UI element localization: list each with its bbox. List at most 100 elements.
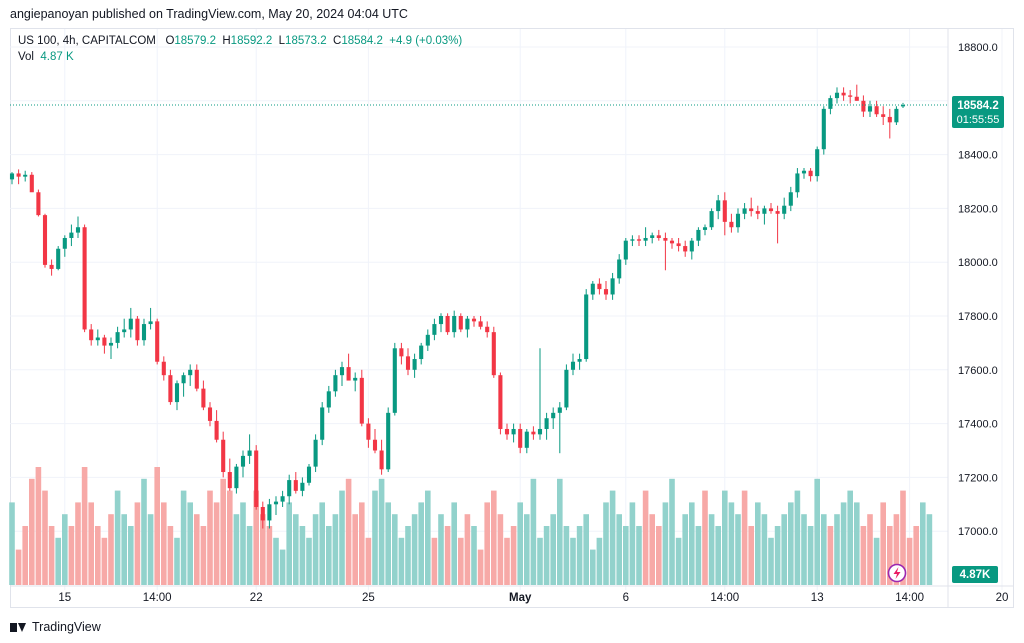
x-tick-label: 13 xyxy=(811,592,824,604)
volume-bar xyxy=(62,514,68,585)
volume-bar xyxy=(207,490,213,585)
candle-body xyxy=(9,173,15,180)
candle-body xyxy=(465,318,470,330)
volume-bar xyxy=(15,549,22,585)
volume-bar xyxy=(332,514,339,585)
candle-body xyxy=(141,324,147,341)
candle-body xyxy=(504,428,510,435)
candle-body xyxy=(75,227,81,233)
candle-body xyxy=(419,345,424,360)
candle-body xyxy=(471,318,477,322)
volume-bar xyxy=(669,478,675,585)
volume-bar xyxy=(48,526,55,585)
volume-bar xyxy=(477,549,484,585)
volume-bar xyxy=(187,502,193,585)
chart-legend: US 100, 4h, CAPITALCOM O18579.2 H18592.2… xyxy=(18,33,462,65)
volume-bar xyxy=(438,514,444,585)
candle-body xyxy=(630,239,635,241)
volume-bar xyxy=(75,502,81,585)
volume-bar xyxy=(887,526,893,585)
volume-bar xyxy=(741,490,748,585)
candle-body xyxy=(207,407,213,421)
footer-brand[interactable]: TradingView xyxy=(10,620,101,634)
volume-bar xyxy=(926,514,933,585)
open-value: 18579.2 xyxy=(174,35,216,47)
candle-body xyxy=(326,391,331,408)
candle-body xyxy=(227,472,232,489)
volume-bar xyxy=(636,526,642,585)
volume-bar xyxy=(695,526,702,585)
publisher-caption: angiepanoyan published on TradingView.co… xyxy=(10,7,408,21)
volume-bar xyxy=(55,537,61,585)
x-tick-label: May xyxy=(509,592,532,604)
volume-tag xyxy=(952,566,998,583)
candle-body xyxy=(716,200,721,212)
volume-bar xyxy=(656,526,662,585)
candle-body xyxy=(194,369,199,389)
candle-body xyxy=(95,337,100,341)
volume-bar xyxy=(286,502,292,585)
volume-bar xyxy=(154,467,160,585)
volume-bar xyxy=(530,478,537,585)
volume-bar xyxy=(167,526,174,585)
candle-body xyxy=(537,428,543,435)
y-tick-label: 17400.0 xyxy=(958,419,998,431)
candle-body xyxy=(49,264,54,269)
candle-body xyxy=(788,192,793,206)
volume-bar xyxy=(642,490,649,585)
candle-body xyxy=(392,348,397,413)
candle-body xyxy=(29,174,34,193)
volume-bar xyxy=(524,514,530,585)
candle-body xyxy=(590,283,595,295)
candle-body xyxy=(247,450,252,456)
candle-body xyxy=(135,318,140,341)
candle-body xyxy=(56,248,61,269)
volume-bar xyxy=(689,502,695,585)
candle-body xyxy=(795,173,800,193)
candle-body xyxy=(168,375,173,403)
candle-body xyxy=(108,342,114,346)
volume-bar xyxy=(609,490,616,585)
volume-bar xyxy=(128,526,134,585)
candle-body xyxy=(603,289,609,295)
volume-bar xyxy=(774,526,781,585)
volume-bar xyxy=(834,514,840,585)
candle-body xyxy=(815,149,820,177)
candle-body xyxy=(867,106,873,112)
candle-body xyxy=(782,205,787,214)
y-tick-label: 18200.0 xyxy=(958,203,998,215)
candle-body xyxy=(709,211,714,228)
candle-body xyxy=(729,221,734,228)
candle-body xyxy=(452,316,457,333)
volume-bar xyxy=(801,514,807,585)
volume-bar xyxy=(233,514,240,585)
price-tag xyxy=(952,96,1004,129)
volume-bar xyxy=(583,514,589,585)
volume-bar xyxy=(220,478,226,585)
candle-body xyxy=(656,235,661,238)
candle-body xyxy=(511,428,516,435)
candle-body xyxy=(254,450,259,507)
candle-body xyxy=(557,407,562,413)
candle-body xyxy=(828,98,833,109)
candle-body xyxy=(887,116,892,123)
candle-body xyxy=(696,229,701,241)
high-value: 18592.2 xyxy=(230,35,273,47)
volume-bar xyxy=(240,502,246,585)
volume-bar xyxy=(860,526,867,585)
lightning-icon[interactable] xyxy=(887,563,907,583)
candle-body xyxy=(300,482,305,491)
x-tick-label: 25 xyxy=(362,592,375,604)
volume-bar xyxy=(510,526,517,585)
volume-bar xyxy=(398,537,405,585)
candle-body xyxy=(577,359,582,362)
close-label: C xyxy=(333,35,342,47)
volume-bar xyxy=(616,514,622,585)
candle-body xyxy=(379,450,384,470)
symbol-label[interactable]: US 100, 4h, CAPITALCOM xyxy=(18,35,156,47)
volume-bar xyxy=(662,502,669,585)
volume-bar xyxy=(279,549,286,585)
candle-body xyxy=(425,334,430,346)
footer-brand-label: TradingView xyxy=(32,620,101,634)
